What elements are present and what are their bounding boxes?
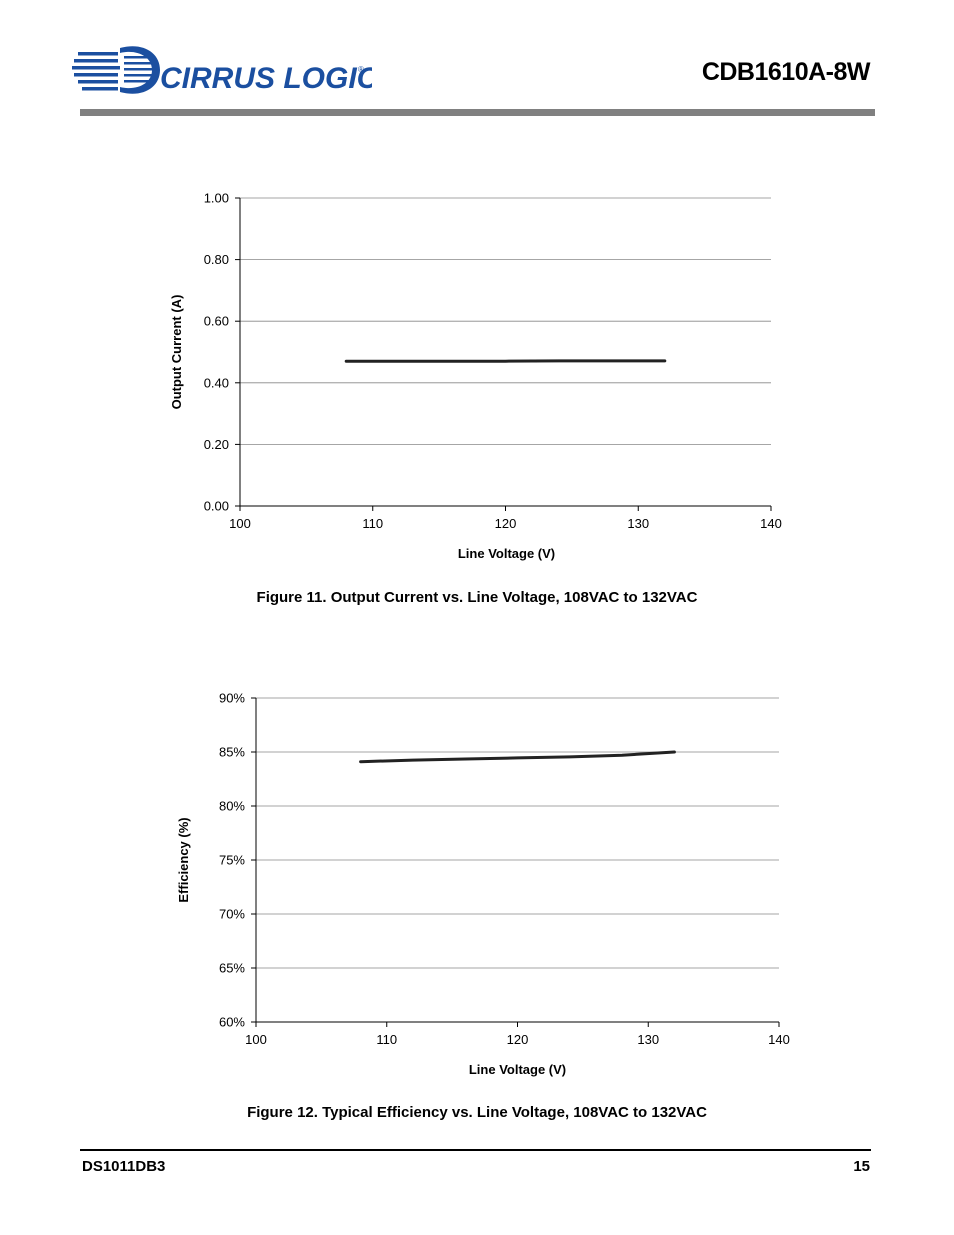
x-axis-label: Line Voltage (V) <box>469 1062 566 1077</box>
figure-11-caption: Figure 11. Output Current vs. Line Volta… <box>256 589 698 606</box>
y-tick-label: 85% <box>219 745 245 760</box>
y-tick-label: 0.20 <box>204 437 229 452</box>
series-line <box>359 750 676 764</box>
x-tick-label: 130 <box>637 1032 659 1047</box>
cirrus-logic-logo: CIRRUS LOGIC ® <box>72 46 372 95</box>
x-tick-label: 140 <box>768 1032 790 1047</box>
x-tick-label: 130 <box>627 516 649 531</box>
footer-rule <box>80 1149 871 1151</box>
brand-name: CIRRUS LOGIC <box>160 62 372 95</box>
registered-mark: ® <box>358 65 364 74</box>
efficiency-chart: 60% 65% 70% 75% 80% 85% 90% 100 110 120 130 140 Line… <box>176 691 790 1078</box>
y-tick-label: 0.40 <box>204 375 229 390</box>
y-tick-label: 70% <box>219 907 245 922</box>
x-tick-label: 100 <box>245 1032 267 1047</box>
y-tick-label: 90% <box>219 691 245 706</box>
figure-12-caption: Figure 12. Typical Efficiency vs. Line V… <box>247 1104 707 1121</box>
document-title: CDB1610A-8W <box>701 58 871 86</box>
x-tick-label: 120 <box>495 516 517 531</box>
y-tick-label: 80% <box>219 799 245 814</box>
footer-page-number: 15 <box>853 1158 870 1175</box>
x-tick-label: 120 <box>507 1032 529 1047</box>
y-axis-label: Output Current (A) <box>169 295 184 410</box>
y-tick-label: 60% <box>219 1015 245 1030</box>
y-tick-label: 0.00 <box>204 499 229 514</box>
y-tick-label: 75% <box>219 853 245 868</box>
output-current-chart: 0.00 0.20 0.40 0.60 0.80 1.00 100 110 120 130 140 L… <box>169 191 782 562</box>
x-tick-label: 140 <box>760 516 782 531</box>
footer-doc-id: DS1011DB3 <box>82 1158 166 1175</box>
y-tick-label: 65% <box>219 961 245 976</box>
header-bar <box>80 109 875 116</box>
x-axis-label: Line Voltage (V) <box>458 546 555 561</box>
x-tick-label: 110 <box>376 1032 397 1047</box>
y-tick-label: 1.00 <box>204 191 229 206</box>
y-axis-label: Efficiency (%) <box>176 817 191 902</box>
y-tick-label: 0.60 <box>204 314 229 329</box>
y-tick-label: 0.80 <box>204 252 229 267</box>
x-tick-label: 110 <box>362 516 383 531</box>
x-tick-label: 100 <box>229 516 251 531</box>
